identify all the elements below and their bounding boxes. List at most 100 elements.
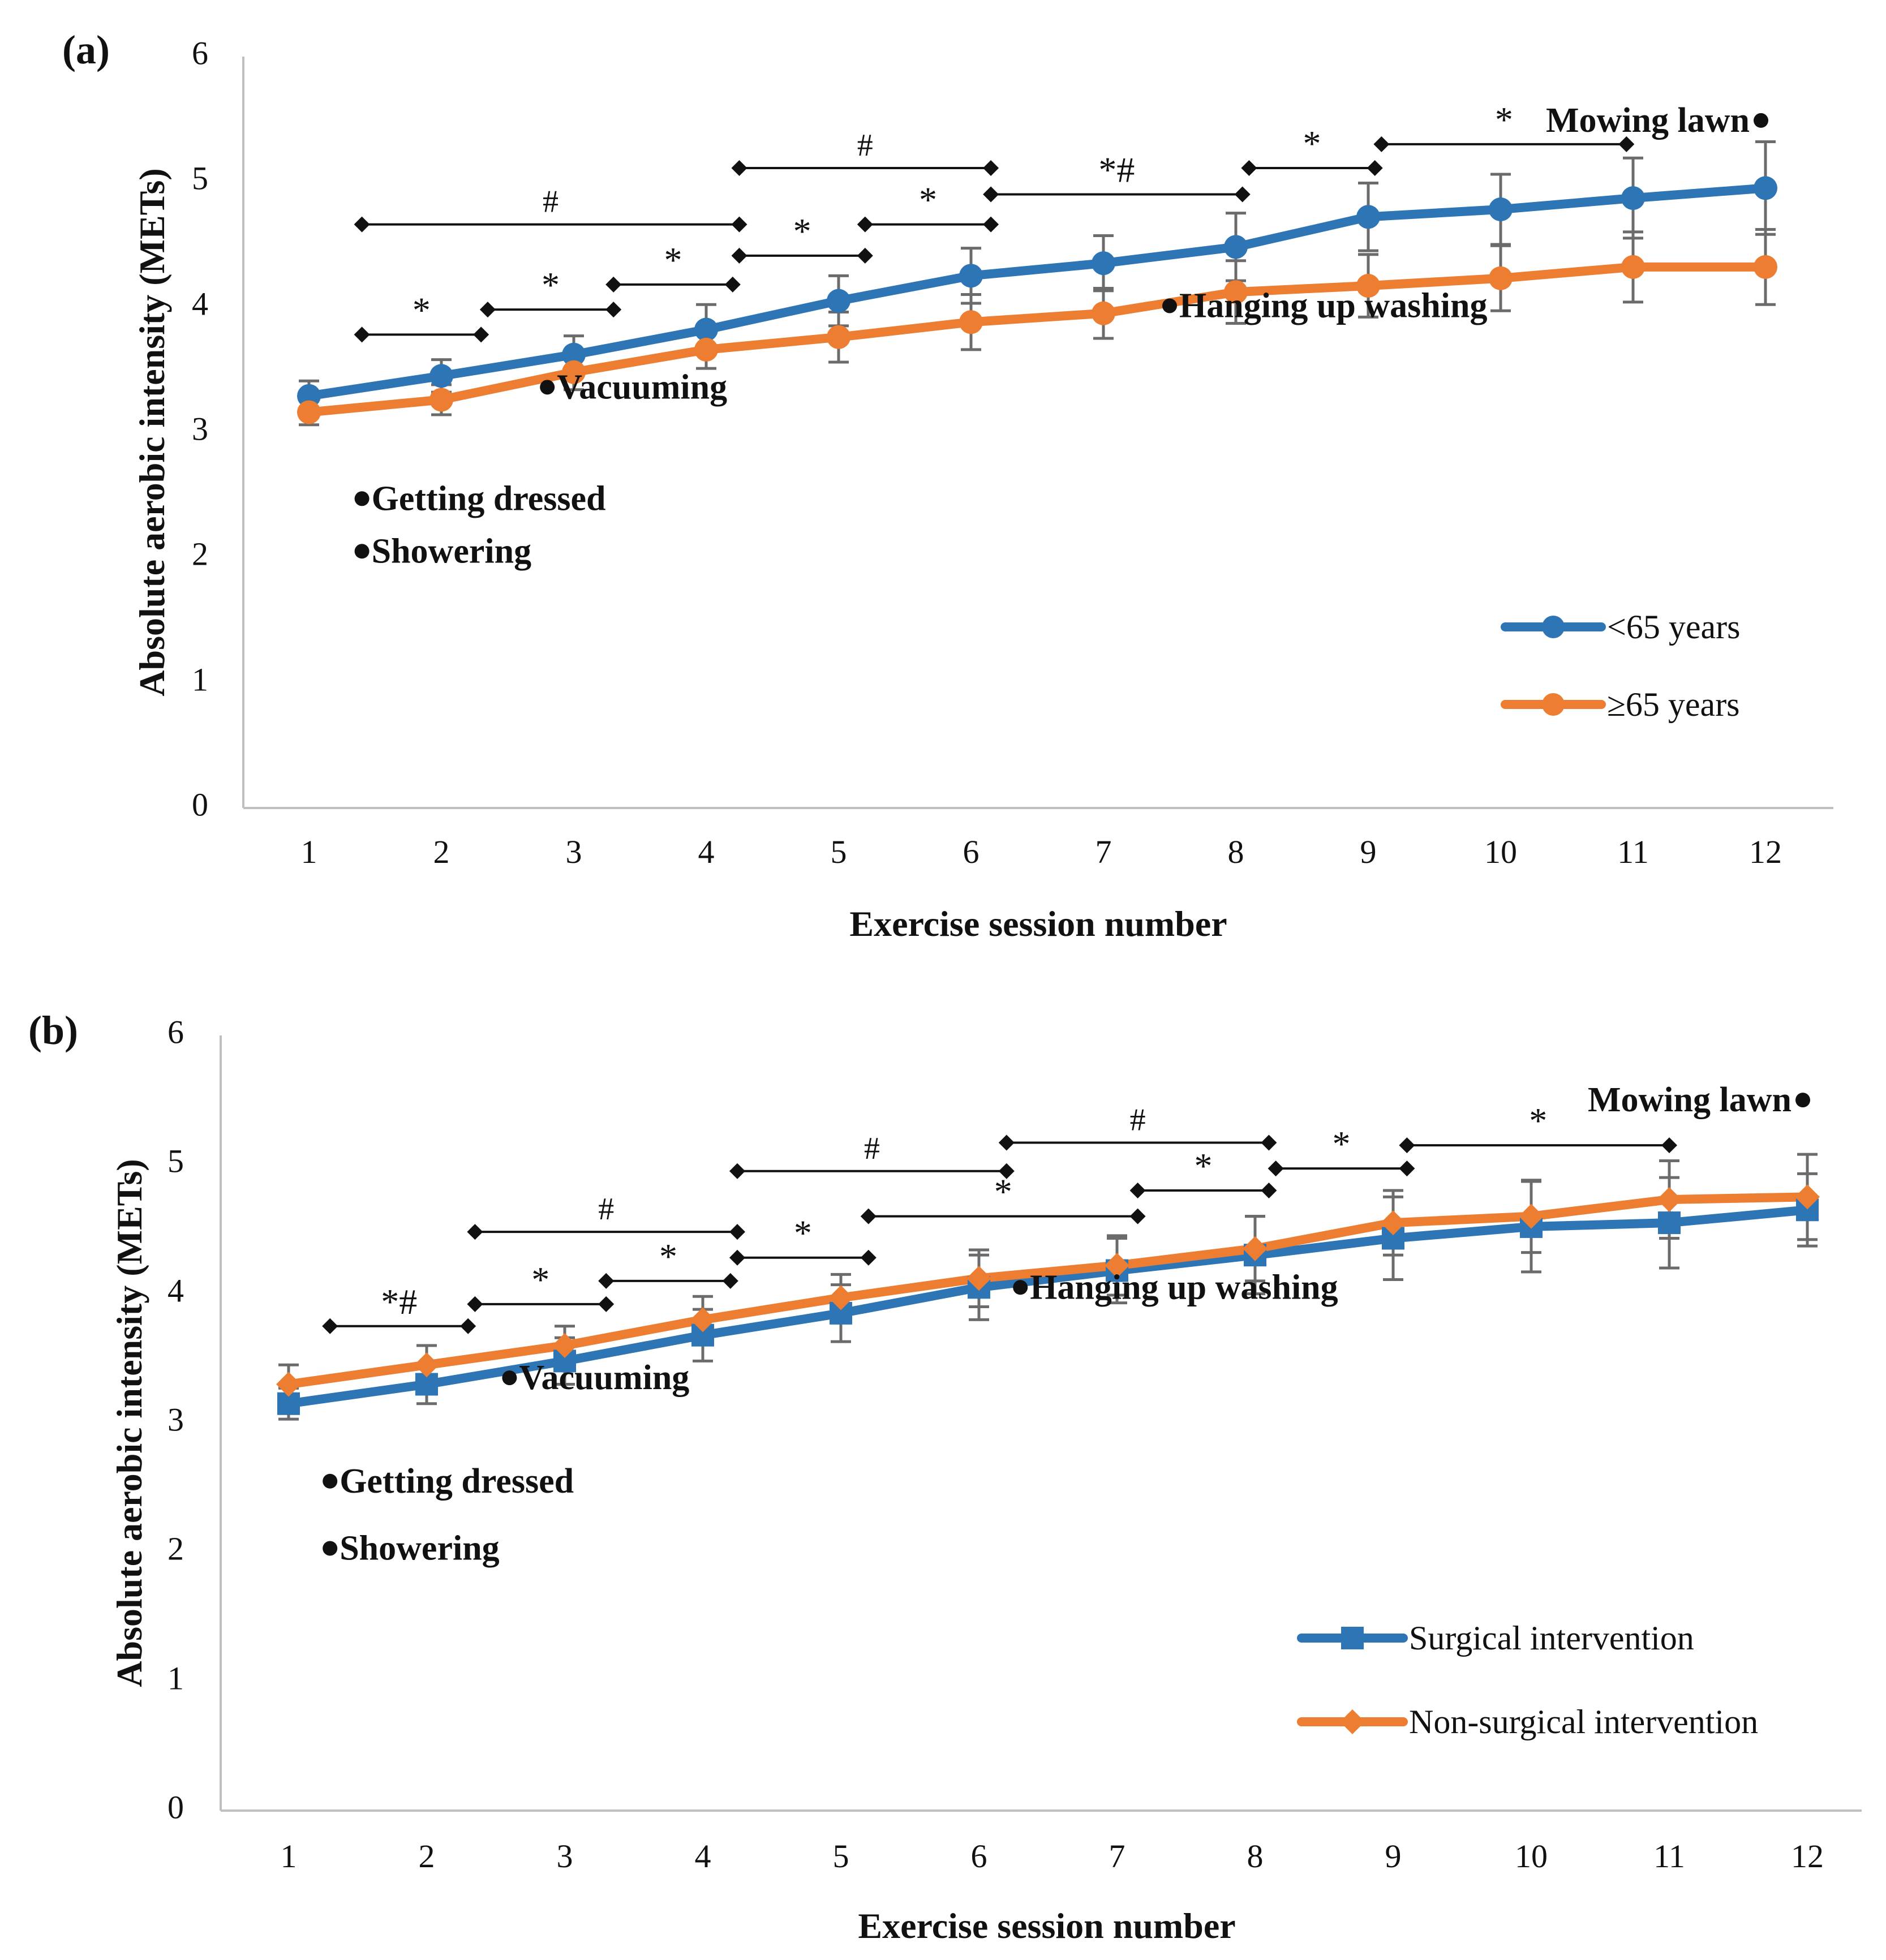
data-point [827, 289, 850, 313]
sig-bracket-end-diamond [1261, 1134, 1277, 1151]
sig-label: # [864, 1131, 880, 1166]
panel-b: (b) 0 1 2 3 4 5 6 Absolute aerobic inten… [28, 1008, 1862, 1946]
data-point [1105, 1253, 1129, 1278]
sig-label: # [598, 1192, 614, 1227]
panel-a-xtick: 6 [963, 833, 979, 870]
data-point [694, 337, 718, 362]
panel-b-xtick: 1 [281, 1838, 297, 1875]
legend-label-non-surgical: Non-surgical intervention [1409, 1703, 1758, 1740]
panel-a-xtick: 4 [698, 833, 715, 870]
sig-bracket-end-diamond [598, 1296, 615, 1312]
panel-b-xtick: 12 [1791, 1838, 1824, 1875]
data-point [1381, 1210, 1406, 1236]
sig-bracket-end-diamond [1129, 1183, 1146, 1198]
sig-bracket-end-diamond [1241, 160, 1257, 176]
panel-a-x-axis-title: Exercise session number [849, 904, 1227, 944]
panel-b-ytick: 3 [167, 1401, 184, 1438]
sig-bracket-end-diamond [1618, 136, 1635, 152]
data-point [959, 264, 983, 288]
panel-b-x-axis-title: Exercise session number [858, 1906, 1235, 1946]
sig-bracket-end-diamond [467, 1296, 483, 1312]
panel-a-ytick: 1 [192, 661, 208, 698]
sig-label: * [664, 240, 682, 280]
data-point [297, 400, 321, 424]
panel-b-label: (b) [28, 1008, 78, 1053]
legend-label-surgical: Surgical intervention [1409, 1619, 1694, 1657]
panel-a-ytick: 2 [192, 535, 208, 572]
sig-bracket-end-diamond [860, 1208, 877, 1224]
data-point [1092, 301, 1115, 325]
series-line-primary [284, 1205, 1812, 1408]
activity-label: Hanging up washing [1179, 286, 1487, 325]
sig-bracket-end-diamond [998, 1163, 1015, 1179]
panel-b-data-points [276, 1184, 1820, 1415]
sig-bracket-end-diamond [1268, 1160, 1284, 1177]
activity-bullet [540, 380, 555, 395]
sig-bracket-end-diamond [729, 1163, 745, 1179]
data-point [1489, 266, 1513, 290]
sig-bracket-end-diamond [857, 247, 873, 264]
panel-a-xtick: 9 [1360, 833, 1377, 870]
sig-bracket-end-diamond [1661, 1137, 1677, 1154]
panel-b-xtick: 3 [557, 1838, 573, 1875]
sig-label: *# [381, 1282, 417, 1322]
sig-bracket-end-diamond [479, 302, 496, 318]
panel-a-series-lines [304, 183, 1770, 417]
legend-marker-non-surgical [1340, 1709, 1365, 1734]
data-point [1621, 255, 1645, 279]
data-point [959, 310, 983, 334]
sig-bracket-end-diamond [731, 216, 747, 233]
data-point [429, 364, 453, 388]
sig-label: * [659, 1236, 677, 1276]
panel-b-ytick: 0 [167, 1789, 184, 1825]
sig-label: * [919, 180, 937, 220]
sig-bracket-end-diamond [354, 216, 370, 233]
panel-a-xtick: 8 [1228, 833, 1244, 870]
sig-label: # [857, 128, 873, 163]
sig-bracket-end-diamond [722, 1273, 738, 1289]
activity-label: Showering [372, 532, 531, 570]
sig-bracket-end-diamond [983, 216, 999, 233]
sig-bracket-end-diamond [1399, 1160, 1415, 1177]
panel-a-significance: *****##*#** [354, 100, 1635, 343]
data-point [1658, 1211, 1681, 1235]
data-point [1092, 251, 1115, 276]
sig-label: # [543, 184, 559, 220]
panel-b-ytick: 5 [167, 1142, 184, 1179]
sig-label: * [1495, 100, 1513, 140]
panel-b-xtick: 7 [1109, 1838, 1125, 1875]
data-point [1356, 274, 1380, 298]
panel-b-legend: Surgical intervention Non-surgical inter… [1297, 1619, 1758, 1740]
panel-a-xtick: 7 [1095, 833, 1112, 870]
data-point [562, 342, 586, 367]
panel-a-xtick: 2 [433, 833, 450, 870]
sig-label: * [1333, 1124, 1351, 1164]
data-point [1224, 280, 1248, 304]
sig-bracket-end-diamond [1129, 1208, 1146, 1224]
legend-label-under-65: <65 years [1607, 608, 1740, 646]
data-point [1519, 1203, 1544, 1229]
panel-a-label: (a) [62, 27, 110, 72]
data-point [414, 1352, 439, 1378]
legend-item-under-65: <65 years [1501, 608, 1740, 646]
activity-bullet [1013, 1280, 1028, 1295]
data-point [694, 317, 718, 342]
panel-a-xtick: 10 [1484, 833, 1517, 870]
panel-b-ytick: 6 [167, 1013, 184, 1050]
activity-bullet [502, 1370, 517, 1386]
panel-a-legend: <65 years ≥65 years [1501, 608, 1740, 723]
sig-label: # [1130, 1103, 1146, 1138]
activity-label: Getting dressed [372, 479, 606, 518]
panel-a-xtick: 5 [831, 833, 847, 870]
series-line-secondary [304, 262, 1770, 417]
sig-bracket-end-diamond [322, 1318, 338, 1334]
legend-marker-surgical [1341, 1627, 1364, 1649]
panel-b-xtick: 2 [419, 1838, 435, 1875]
data-point [562, 360, 586, 384]
activity-label: Mowing lawn [1588, 1081, 1792, 1119]
activity-label: Showering [340, 1529, 499, 1567]
data-point [690, 1307, 715, 1333]
activity-bullet [354, 544, 370, 559]
data-point [1356, 205, 1380, 229]
data-point [1224, 235, 1248, 259]
